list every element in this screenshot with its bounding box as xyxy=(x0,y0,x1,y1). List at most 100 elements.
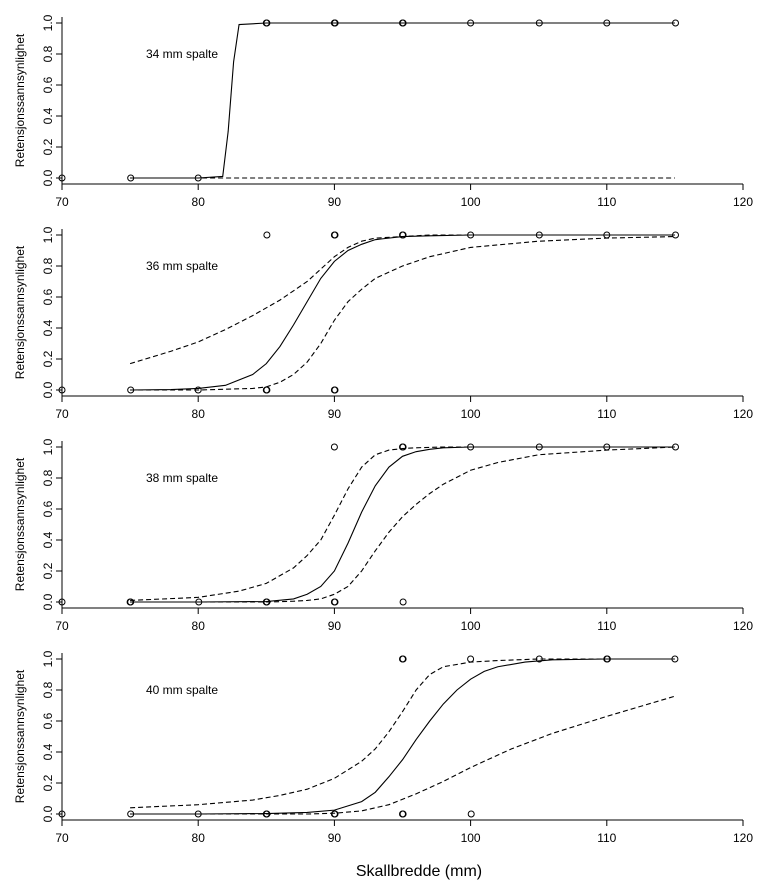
y-tick-label: 0.2 xyxy=(41,350,55,367)
x-tick-label: 70 xyxy=(55,407,69,421)
x-tick-label: 80 xyxy=(192,619,206,633)
x-tick-label: 100 xyxy=(461,831,481,845)
data-point xyxy=(263,598,271,606)
panel-annotation: 36 mm spalte xyxy=(146,259,218,273)
y-tick-label: 1.0 xyxy=(41,226,55,243)
x-tick-label: 120 xyxy=(733,619,753,633)
y-tick-label: 0.8 xyxy=(41,45,55,62)
data-point xyxy=(262,386,270,394)
chart-panel-3: 0.0 0.2 0.4 0.6 0.8 1.0 70 80 90 100 110 120 Retensj… xyxy=(13,438,753,633)
data-point xyxy=(194,810,202,818)
data-point xyxy=(399,231,407,239)
ci-upper-line xyxy=(130,658,675,809)
y-tick-label: 1.0 xyxy=(41,650,55,667)
fitted-curve xyxy=(130,446,675,603)
x-tick-label: 70 xyxy=(55,831,69,845)
data-point xyxy=(126,598,134,606)
x-tick-label: 90 xyxy=(328,195,342,209)
data-point xyxy=(399,19,407,27)
y-tick-label: 0.4 xyxy=(41,743,55,760)
data-point xyxy=(535,19,543,27)
y-tick-label: 0.0 xyxy=(41,593,55,610)
panel-annotation: 34 mm spalte xyxy=(146,47,218,61)
data-point xyxy=(535,231,543,239)
y-tick-label: 0.6 xyxy=(41,76,55,93)
ci-upper-line xyxy=(129,234,675,365)
y-tick-label: 0.0 xyxy=(41,805,55,822)
x-tick-label: 100 xyxy=(461,619,481,633)
x-tick-label: 80 xyxy=(192,831,206,845)
y-tick-label: 0.8 xyxy=(41,469,55,486)
data-point xyxy=(603,443,611,451)
y-tick-label: 0.8 xyxy=(41,257,55,274)
y-tick-label: 0.4 xyxy=(41,319,55,336)
data-point xyxy=(467,19,475,27)
data-point xyxy=(672,443,679,451)
fitted-curve xyxy=(130,234,675,391)
data-point xyxy=(263,231,271,239)
y-tick-label: 0.4 xyxy=(41,531,55,548)
x-tick-label: 120 xyxy=(733,407,753,421)
data-point xyxy=(58,386,66,394)
data-point xyxy=(672,231,679,239)
x-tick-label: 90 xyxy=(328,619,342,633)
data-point xyxy=(127,174,135,182)
data-point xyxy=(58,598,66,606)
x-tick-label: 110 xyxy=(597,195,616,209)
x-tick-label: 100 xyxy=(461,407,481,421)
x-tick-label: 90 xyxy=(328,407,342,421)
data-point xyxy=(331,598,339,606)
ci-lower-line xyxy=(130,446,675,603)
data-point xyxy=(603,231,611,239)
data-point xyxy=(58,810,66,818)
data-point xyxy=(194,386,202,394)
data-point xyxy=(194,174,202,182)
ci-upper-line xyxy=(130,446,675,601)
fitted-curve xyxy=(130,658,675,815)
data-point xyxy=(603,655,611,663)
x-tick-label: 110 xyxy=(597,619,616,633)
y-tick-label: 0.6 xyxy=(41,500,55,517)
x-tick-label: 80 xyxy=(192,195,206,209)
data-point xyxy=(331,19,339,27)
data-point xyxy=(535,655,543,663)
data-point xyxy=(467,231,475,239)
data-point xyxy=(330,443,338,451)
y-tick-label: 0.2 xyxy=(41,138,55,155)
data-point xyxy=(467,443,475,451)
x-tick-label: 80 xyxy=(192,407,206,421)
data-point xyxy=(331,386,339,394)
x-tick-label: 110 xyxy=(597,407,616,421)
data-point xyxy=(262,810,270,818)
data-point xyxy=(331,231,339,239)
data-point xyxy=(330,810,338,818)
data-point xyxy=(399,443,407,451)
data-point xyxy=(127,810,135,818)
y-tick-label: 0.0 xyxy=(41,381,55,398)
data-point xyxy=(399,598,407,606)
x-tick-label: 110 xyxy=(597,831,616,845)
y-tick-label: 0.0 xyxy=(41,169,55,186)
fitted-curve xyxy=(130,22,675,179)
data-point xyxy=(467,810,475,818)
x-tick-label: 70 xyxy=(55,195,69,209)
data-point xyxy=(467,655,475,663)
y-tick-label: 0.2 xyxy=(41,562,55,579)
y-tick-label: 0.4 xyxy=(41,107,55,124)
y-tick-label: 1.0 xyxy=(41,14,55,31)
chart-panel-2: 0.0 0.2 0.4 0.6 0.8 1.0 70 80 90 100 110 120 Retensj… xyxy=(13,226,753,421)
y-tick-label: 0.2 xyxy=(41,774,55,791)
chart-panels: 0.0 0.2 0.4 0.6 0.8 1.0 70 80 90 100 110 120 Retensj… xyxy=(13,14,753,845)
x-axis-label: Skallbredde (mm) xyxy=(356,863,482,880)
chart-panel-4: 0.0 0.2 0.4 0.6 0.8 1.0 70 80 90 100 110 120 Retensj… xyxy=(13,650,753,845)
panel-annotation: 40 mm spalte xyxy=(146,683,218,697)
data-point xyxy=(672,19,679,27)
x-tick-label: 120 xyxy=(733,831,753,845)
data-point xyxy=(195,598,203,606)
chart-panel-1: 0.0 0.2 0.4 0.6 0.8 1.0 70 80 90 100 110 120 Retensj… xyxy=(13,14,753,209)
data-point xyxy=(262,19,270,27)
y-tick-label: 1.0 xyxy=(41,438,55,455)
y-tick-label: 0.8 xyxy=(41,681,55,698)
x-tick-label: 120 xyxy=(733,195,753,209)
y-tick-label: 0.6 xyxy=(41,288,55,305)
